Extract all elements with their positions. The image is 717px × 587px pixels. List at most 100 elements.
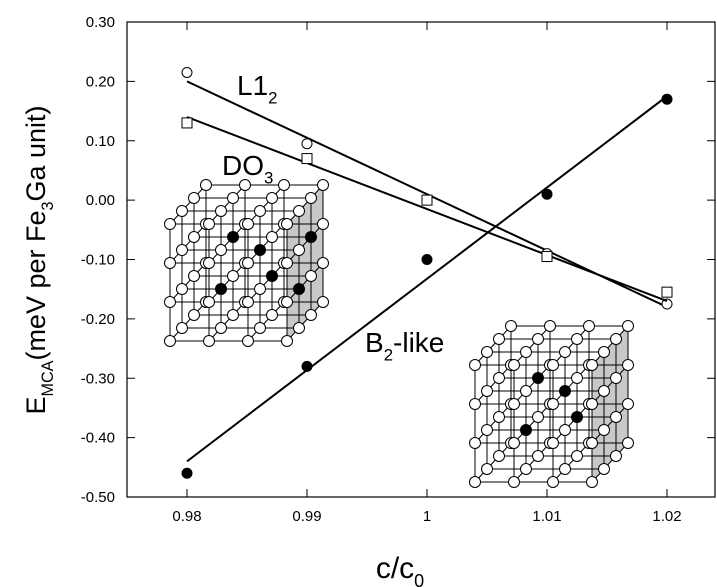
atom — [508, 437, 520, 449]
marker — [541, 188, 553, 200]
atom — [547, 476, 559, 488]
y-tick-label: 0.00 — [86, 192, 115, 209]
text-part: L1 — [237, 70, 268, 101]
atom — [203, 335, 215, 347]
subscript: MCA — [39, 360, 57, 396]
atom — [559, 424, 571, 436]
atom — [532, 333, 544, 345]
atom — [203, 296, 215, 308]
y-tick-label: 0.30 — [86, 14, 115, 31]
atom — [164, 257, 176, 269]
y-axis-label: EMCA(meV per Fe3Ga unit) — [21, 105, 57, 414]
atom — [622, 359, 634, 371]
y-tick-label: -0.50 — [81, 489, 115, 506]
atom — [188, 231, 200, 243]
atom — [469, 476, 481, 488]
atom — [266, 309, 278, 321]
atom — [481, 346, 493, 358]
atom — [266, 192, 278, 204]
atom — [164, 296, 176, 308]
atom — [176, 244, 188, 256]
atom — [266, 270, 278, 282]
lattice-bond — [286, 223, 324, 264]
lattice-bond — [552, 403, 590, 444]
atom — [305, 231, 317, 243]
lattice-bond — [513, 364, 551, 405]
lattice-bond — [208, 184, 246, 225]
marker — [181, 467, 193, 479]
atom — [544, 320, 556, 332]
marker — [661, 298, 673, 310]
atom — [493, 450, 505, 462]
atom — [188, 192, 200, 204]
atom — [203, 218, 215, 230]
atom — [586, 398, 598, 410]
atom — [281, 218, 293, 230]
atom — [254, 244, 266, 256]
atom — [586, 437, 598, 449]
lattice-bond — [591, 325, 629, 366]
marker — [301, 360, 313, 372]
atom — [227, 270, 239, 282]
y-tick-label: 0.10 — [86, 133, 115, 150]
lattice-bond — [208, 301, 246, 342]
atom — [583, 320, 595, 332]
atom — [281, 257, 293, 269]
atom — [559, 463, 571, 475]
series-label: L12 — [237, 70, 278, 107]
atom — [215, 322, 227, 334]
atom — [281, 296, 293, 308]
text-part: E — [21, 397, 51, 415]
lattice-bond — [552, 325, 590, 366]
atom — [559, 346, 571, 358]
atom — [317, 218, 329, 230]
atom — [293, 283, 305, 295]
y-tick-label: -0.10 — [81, 252, 115, 269]
atom — [532, 411, 544, 423]
atom — [571, 450, 583, 462]
x-tick-label: 0.98 — [172, 508, 201, 525]
atom — [493, 411, 505, 423]
lattice-bond — [513, 325, 551, 366]
atom — [547, 437, 559, 449]
lattice-bond — [513, 403, 551, 444]
atom — [481, 463, 493, 475]
lattice-bond — [169, 301, 207, 342]
atom — [188, 270, 200, 282]
atom — [227, 309, 239, 321]
marker — [421, 254, 433, 265]
lattice-bond — [474, 403, 512, 444]
lattice-bond — [474, 364, 512, 405]
atom — [278, 179, 290, 191]
subscript: 2 — [384, 345, 393, 364]
atom — [215, 283, 227, 295]
atom — [215, 205, 227, 217]
atom — [508, 476, 520, 488]
lattice-bond — [247, 184, 285, 225]
atom — [227, 231, 239, 243]
atom — [481, 385, 493, 397]
text-part: Ga unit) — [21, 105, 51, 201]
atom — [622, 437, 634, 449]
lattice-bond — [208, 223, 246, 264]
lattice-bond — [208, 262, 246, 303]
fit-line — [186, 116, 668, 302]
atom — [508, 359, 520, 371]
atom — [610, 333, 622, 345]
lattice-insets — [164, 179, 634, 488]
atom — [508, 398, 520, 410]
atom — [227, 192, 239, 204]
atom — [493, 372, 505, 384]
lattice-bond — [552, 364, 590, 405]
x-tick-label: 0.99 — [292, 508, 321, 525]
x-tick-label: 1.01 — [532, 508, 561, 525]
lattice-bond — [247, 262, 285, 303]
x-tick-label: 1 — [423, 508, 431, 525]
atom — [176, 322, 188, 334]
atom — [598, 346, 610, 358]
atom — [469, 398, 481, 410]
atom — [520, 346, 532, 358]
atom — [176, 283, 188, 295]
lattice-bond — [474, 442, 512, 483]
